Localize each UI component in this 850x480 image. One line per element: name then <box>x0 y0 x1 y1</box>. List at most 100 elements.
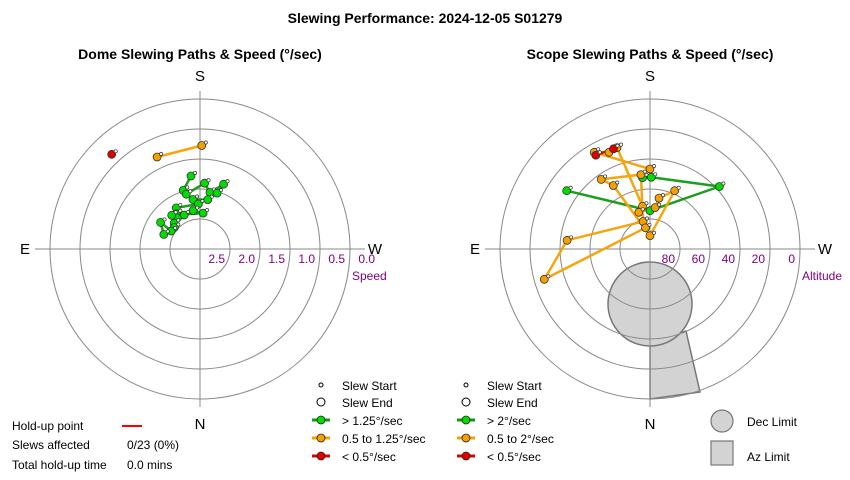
holdup-point-label: Hold-up point <box>12 419 84 433</box>
slew-start-point <box>644 201 649 206</box>
slew-end-point <box>596 174 606 184</box>
legend-slew-end-marker <box>316 397 326 407</box>
slew-start-point <box>225 179 230 184</box>
slew-end-point <box>156 217 166 227</box>
slew-end-point <box>646 172 656 182</box>
holdup-info: Hold-up point Slews affected 0/23 (0%) T… <box>12 419 179 472</box>
ring-label: 0.5 <box>328 252 345 266</box>
legend-fast-marker <box>461 415 471 425</box>
legend-slow: < 0.5°/sec <box>342 450 396 464</box>
slew-start-point <box>185 185 190 190</box>
slew-end-point <box>562 186 572 196</box>
slew-start-point <box>676 185 681 190</box>
slews-affected-value: 0/23 (0%) <box>127 438 179 452</box>
dome-ring-labels: 2.5 2.0 1.5 1.0 0.5 0.0 <box>208 252 375 266</box>
slew-end-point <box>219 179 229 189</box>
slew-end-point <box>591 150 601 160</box>
slew-start-point <box>642 169 647 174</box>
scope-polar-plot: Scope Slewing Paths & Speed (°/sec) 80 60… <box>470 46 842 433</box>
legend-fast-marker <box>316 415 326 425</box>
slew-start-point <box>653 172 658 177</box>
slew-start-point <box>546 274 551 279</box>
ring-label: 0.0 <box>358 252 375 266</box>
slew-end-point <box>645 164 655 174</box>
legend-slew-end: Slew End <box>487 396 538 410</box>
slew-end-point <box>636 170 646 180</box>
dome-axis-label: Speed <box>352 269 387 283</box>
scope-legend: Slew Start Slew End > 2°/sec 0.5 to 2°/s… <box>457 379 554 464</box>
legend-fast: > 2°/sec <box>487 414 531 428</box>
ring-label: 0 <box>788 252 795 266</box>
slew-end-point <box>645 231 655 241</box>
limits-legend: Dec Limit Az Limit <box>710 409 798 466</box>
slew-start-point <box>603 174 608 179</box>
slew-end-point <box>654 193 664 203</box>
slew-end-point <box>198 208 208 218</box>
scope-compass: S N E W <box>470 68 833 433</box>
slew-start-point <box>195 194 199 199</box>
slew-end-point <box>608 181 618 190</box>
slew-start-point <box>209 194 214 199</box>
dec-limit-label: Dec Limit <box>747 415 798 429</box>
slew-start-point <box>203 140 208 145</box>
ring-label: 1.0 <box>298 252 315 266</box>
legend-medium: 0.5 to 2°/sec <box>487 432 554 446</box>
slew-end-point <box>634 207 644 217</box>
slew-start-point <box>657 202 662 207</box>
compass-north: N <box>645 416 656 433</box>
scope-axis-label: Altitude <box>802 269 842 283</box>
slew-start-point <box>645 216 650 221</box>
slew-start-point <box>721 181 726 186</box>
slew-end-point <box>159 229 169 239</box>
slew-start-point <box>195 205 200 210</box>
legend-medium-marker <box>461 433 471 443</box>
dec-limit-icon <box>710 409 734 433</box>
slew-start-point <box>178 208 183 213</box>
legend-slew-end-marker <box>461 397 471 407</box>
legend-slew-start: Slew Start <box>487 379 542 393</box>
slew-end-point <box>181 189 191 199</box>
slew-start-point <box>647 222 652 227</box>
slew-start-point <box>615 180 620 185</box>
scope-ring-labels: 80 60 40 20 0 <box>662 252 796 266</box>
slew-start-point <box>193 171 197 175</box>
holdup-time-label: Total hold-up time <box>12 458 107 472</box>
slew-end-point <box>107 149 117 159</box>
slew-end-point <box>715 182 724 191</box>
slew-end-point <box>152 152 162 162</box>
slew-start-point <box>640 207 645 212</box>
slew-start-point <box>113 149 118 154</box>
slew-start-point <box>205 208 210 213</box>
legend-slow-marker <box>316 451 326 461</box>
slew-start-point <box>162 217 167 222</box>
compass-east: E <box>20 241 30 258</box>
compass-west: W <box>368 241 383 258</box>
legend-fast: > 1.25°/sec <box>342 414 403 428</box>
scope-title: Scope Slewing Paths & Speed (°/sec) <box>527 46 774 62</box>
ring-label: 2.0 <box>238 252 255 266</box>
slew-end-point <box>203 195 213 205</box>
ring-label: 2.5 <box>208 252 225 266</box>
legend-slew-start-marker <box>318 382 324 388</box>
legend-slew-start: Slew Start <box>342 379 397 393</box>
slew-path <box>159 175 225 236</box>
slew-start-point <box>206 178 211 183</box>
compass-east: E <box>470 241 480 258</box>
slew-end-point <box>562 235 572 245</box>
scope-limit-shapes <box>607 261 701 400</box>
ring-label: 20 <box>752 252 766 266</box>
ring-label: 60 <box>692 252 706 266</box>
slew-end-point <box>188 206 198 216</box>
slews-affected-label: Slews affected <box>12 438 90 452</box>
slew-start-point <box>178 202 183 207</box>
dome-title: Dome Slewing Paths & Speed (°/sec) <box>78 46 322 62</box>
ring-label: 80 <box>662 252 676 266</box>
dome-grid <box>35 91 365 407</box>
slew-start-point <box>200 199 205 203</box>
slew-start-point <box>173 226 178 230</box>
slew-start-point <box>569 235 574 240</box>
slew-start-point <box>188 189 193 194</box>
dome-slew-points <box>107 140 230 239</box>
slew-end-point <box>179 210 189 220</box>
